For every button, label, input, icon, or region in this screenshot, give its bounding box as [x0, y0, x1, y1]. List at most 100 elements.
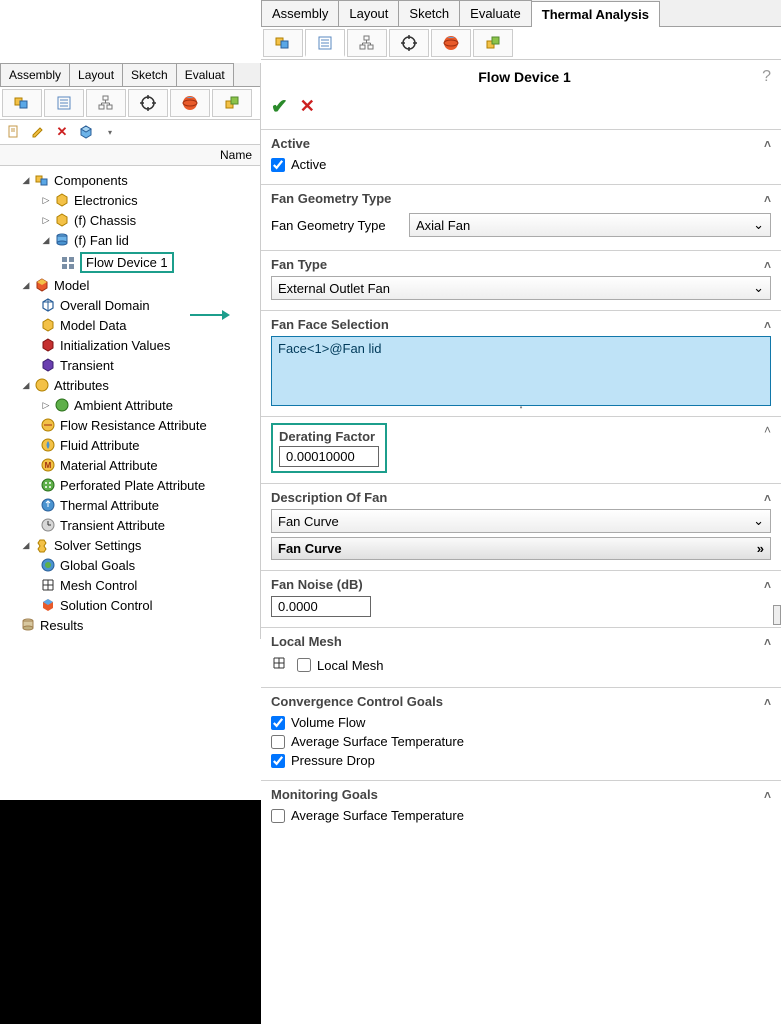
- tree-perforated[interactable]: Perforated Plate Attribute: [0, 475, 260, 495]
- expander-icon[interactable]: ◢: [20, 379, 32, 391]
- tree-label[interactable]: Electronics: [74, 193, 138, 208]
- tree-solver[interactable]: ◢ Solver Settings: [0, 535, 260, 555]
- cancel-button[interactable]: ✕: [300, 96, 315, 117]
- desc-dropdown[interactable]: Fan Curve⌄: [271, 509, 771, 533]
- monitoring-avgsurf-checkbox[interactable]: [271, 809, 285, 823]
- tab-evaluate[interactable]: Evaluate: [459, 0, 532, 26]
- tree-mesh[interactable]: Mesh Control: [0, 575, 260, 595]
- expander-icon[interactable]: ◢: [20, 539, 32, 551]
- section-derating-header[interactable]: Derating Factor: [279, 429, 379, 446]
- tree-label[interactable]: Initialization Values: [60, 338, 170, 353]
- tree-label[interactable]: Global Goals: [60, 558, 135, 573]
- tree-label[interactable]: Transient Attribute: [60, 518, 165, 533]
- tree-label[interactable]: Flow Device 1: [80, 252, 174, 273]
- tree-electronics[interactable]: ▷ Electronics: [0, 190, 260, 210]
- assembly-icon[interactable]: [263, 29, 303, 57]
- target-icon[interactable]: [128, 89, 168, 117]
- tree-label[interactable]: Solution Control: [60, 598, 153, 613]
- section-desc-header[interactable]: Description Of Fan˄: [271, 490, 771, 509]
- tree-transient[interactable]: Transient: [0, 355, 260, 375]
- tree-label[interactable]: Overall Domain: [60, 298, 150, 313]
- tree-label[interactable]: Material Attribute: [60, 458, 158, 473]
- tree-goals[interactable]: Global Goals: [0, 555, 260, 575]
- sphere-icon[interactable]: [431, 29, 471, 57]
- tree-fanlid[interactable]: ◢ (f) Fan lid: [0, 230, 260, 250]
- face-selection-listbox[interactable]: Face<1>@Fan lid •: [271, 336, 771, 406]
- tab-sketch-left[interactable]: Sketch: [122, 63, 177, 86]
- tab-assembly-left[interactable]: Assembly: [0, 63, 70, 86]
- tree-thermal[interactable]: Thermal Attribute: [0, 495, 260, 515]
- section-fantype-header[interactable]: Fan Type˄: [271, 257, 771, 276]
- tree-transient-attr[interactable]: Transient Attribute: [0, 515, 260, 535]
- avgsurf-checkbox[interactable]: [271, 735, 285, 749]
- expander-icon[interactable]: ◢: [40, 234, 52, 246]
- tree-label[interactable]: Flow Resistance Attribute: [60, 418, 207, 433]
- expander-icon[interactable]: ◢: [20, 174, 32, 186]
- ok-button[interactable]: ✔: [271, 94, 288, 119]
- tree-fluid[interactable]: Fluid Attribute: [0, 435, 260, 455]
- tree-label[interactable]: Mesh Control: [60, 578, 137, 593]
- tree-label[interactable]: Results: [40, 618, 83, 633]
- section-monitoring-header[interactable]: Monitoring Goals˄: [271, 787, 771, 806]
- tree-overall-domain[interactable]: Overall Domain: [0, 295, 260, 315]
- tree-label[interactable]: Components: [54, 173, 128, 188]
- tree-model-data[interactable]: Model Data: [0, 315, 260, 335]
- tree-attributes[interactable]: ◢ Attributes: [0, 375, 260, 395]
- sphere-icon[interactable]: [170, 89, 210, 117]
- noise-input[interactable]: [271, 596, 371, 617]
- resize-grip-icon[interactable]: •: [506, 403, 536, 409]
- edit-icon[interactable]: [28, 122, 48, 142]
- expander-icon[interactable]: ▷: [40, 194, 52, 206]
- active-checkbox[interactable]: [271, 158, 285, 172]
- hierarchy-icon[interactable]: [347, 29, 387, 57]
- section-convergence-header[interactable]: Convergence Control Goals˄: [271, 694, 771, 713]
- tree-label[interactable]: Perforated Plate Attribute: [60, 478, 205, 493]
- localmesh-checkbox[interactable]: [297, 658, 311, 672]
- tree-label[interactable]: (f) Fan lid: [74, 233, 129, 248]
- tree-results[interactable]: Results: [0, 615, 260, 635]
- tab-layout-left[interactable]: Layout: [69, 63, 123, 86]
- hierarchy-icon[interactable]: [86, 89, 126, 117]
- expander-icon[interactable]: ▷: [40, 214, 52, 226]
- cube-icon[interactable]: [76, 122, 96, 142]
- tree-label[interactable]: Attributes: [54, 378, 109, 393]
- tab-thermal[interactable]: Thermal Analysis: [531, 1, 660, 27]
- tree-label[interactable]: Solver Settings: [54, 538, 141, 553]
- dropdown-toggle-icon[interactable]: ▾: [100, 122, 120, 142]
- tree-ambient[interactable]: ▷ Ambient Attribute: [0, 395, 260, 415]
- tab-assembly[interactable]: Assembly: [261, 0, 339, 26]
- section-mesh-header[interactable]: Local Mesh˄: [271, 634, 771, 653]
- tree-label[interactable]: Ambient Attribute: [74, 398, 173, 413]
- derating-input[interactable]: [279, 446, 379, 467]
- tree-label[interactable]: Model: [54, 278, 89, 293]
- section-facesel-header[interactable]: Fan Face Selection˄: [271, 317, 771, 336]
- help-icon[interactable]: ?: [762, 68, 771, 86]
- expander-icon[interactable]: ▷: [40, 399, 52, 411]
- doc-icon[interactable]: [4, 122, 24, 142]
- target-icon[interactable]: [389, 29, 429, 57]
- tree-model[interactable]: ◢ Model: [0, 275, 260, 295]
- tree-label[interactable]: Fluid Attribute: [60, 438, 140, 453]
- cube-stack-icon[interactable]: [212, 89, 252, 117]
- pressure-checkbox[interactable]: [271, 754, 285, 768]
- tab-sketch[interactable]: Sketch: [398, 0, 460, 26]
- cube-stack-icon[interactable]: [473, 29, 513, 57]
- section-geom-header[interactable]: Fan Geometry Type˄: [271, 191, 771, 210]
- volumeflow-checkbox[interactable]: [271, 716, 285, 730]
- tab-layout[interactable]: Layout: [338, 0, 399, 26]
- tree-flowres[interactable]: Flow Resistance Attribute: [0, 415, 260, 435]
- tree-label[interactable]: Thermal Attribute: [60, 498, 159, 513]
- tree-solution[interactable]: Solution Control: [0, 595, 260, 615]
- tree-material[interactable]: M Material Attribute: [0, 455, 260, 475]
- geom-dropdown[interactable]: Axial Fan⌄: [409, 213, 771, 237]
- tree-label[interactable]: (f) Chassis: [74, 213, 136, 228]
- tree-init-values[interactable]: Initialization Values: [0, 335, 260, 355]
- fancurve-expand[interactable]: Fan Curve»: [271, 537, 771, 560]
- fantype-dropdown[interactable]: External Outlet Fan⌄: [271, 276, 771, 300]
- section-noise-header[interactable]: Fan Noise (dB)˄: [271, 577, 771, 596]
- section-active-header[interactable]: Active˄: [271, 136, 771, 155]
- delete-icon[interactable]: ✕: [52, 122, 72, 142]
- list-icon[interactable]: [44, 89, 84, 117]
- expander-icon[interactable]: ◢: [20, 279, 32, 291]
- right-edge-handle[interactable]: [773, 605, 781, 625]
